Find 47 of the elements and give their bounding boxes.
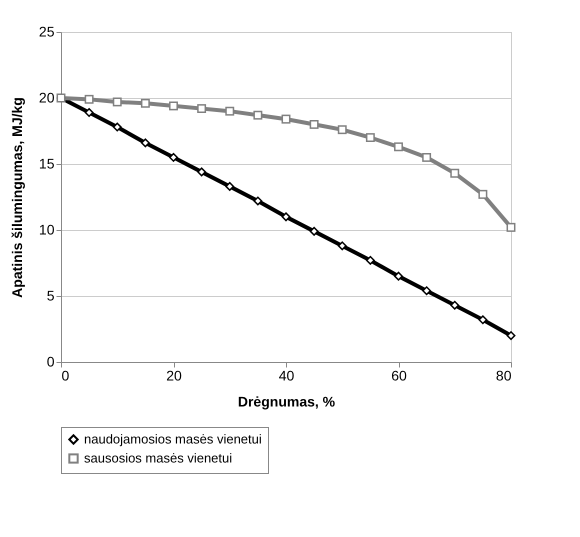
y-tick-label: 15 xyxy=(38,156,55,172)
point xyxy=(450,168,460,178)
point xyxy=(282,114,290,124)
point xyxy=(506,331,516,340)
point xyxy=(112,122,122,132)
point xyxy=(140,138,150,148)
legend-label: naudojamosios masės vienetui xyxy=(84,432,262,446)
legend-label: sausosios masės vienetui xyxy=(84,450,232,466)
point xyxy=(366,133,375,142)
x-tick-label: 80 xyxy=(496,368,512,384)
point xyxy=(282,212,290,222)
point xyxy=(366,256,375,265)
point xyxy=(478,190,488,199)
point xyxy=(112,98,122,106)
x-tick-label: 40 xyxy=(278,368,294,384)
point xyxy=(197,104,206,114)
x-axis-title: Drėgnumas, % xyxy=(238,394,336,410)
point xyxy=(169,101,178,110)
x-tick-label: 0 xyxy=(62,368,70,384)
point xyxy=(253,110,262,120)
point xyxy=(253,196,262,206)
point xyxy=(394,272,403,281)
point xyxy=(338,125,347,134)
point xyxy=(169,152,178,162)
y-tick-label: 0 xyxy=(46,354,55,370)
point xyxy=(422,152,432,162)
y-tick-label: 5 xyxy=(46,288,55,304)
y-tick-label: 25 xyxy=(38,24,55,40)
y-tick-label: 10 xyxy=(38,222,55,238)
point xyxy=(225,182,234,191)
point xyxy=(394,142,403,152)
point xyxy=(506,222,516,232)
point xyxy=(310,120,319,129)
y-tick-label: 20 xyxy=(38,90,55,106)
point xyxy=(478,315,488,324)
point xyxy=(310,226,319,236)
y-axis-title: Apatinis šilumingumas, MJ/kg xyxy=(8,97,25,298)
point xyxy=(84,94,94,104)
point xyxy=(422,286,432,296)
x-tick-label: 20 xyxy=(166,368,182,384)
point xyxy=(225,106,234,116)
point xyxy=(140,98,150,108)
x-tick-label: 60 xyxy=(391,368,407,384)
point xyxy=(450,300,460,310)
point xyxy=(84,108,94,117)
point xyxy=(338,241,347,250)
point xyxy=(197,167,206,176)
